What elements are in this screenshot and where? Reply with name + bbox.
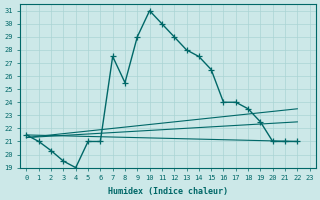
X-axis label: Humidex (Indice chaleur): Humidex (Indice chaleur) xyxy=(108,187,228,196)
